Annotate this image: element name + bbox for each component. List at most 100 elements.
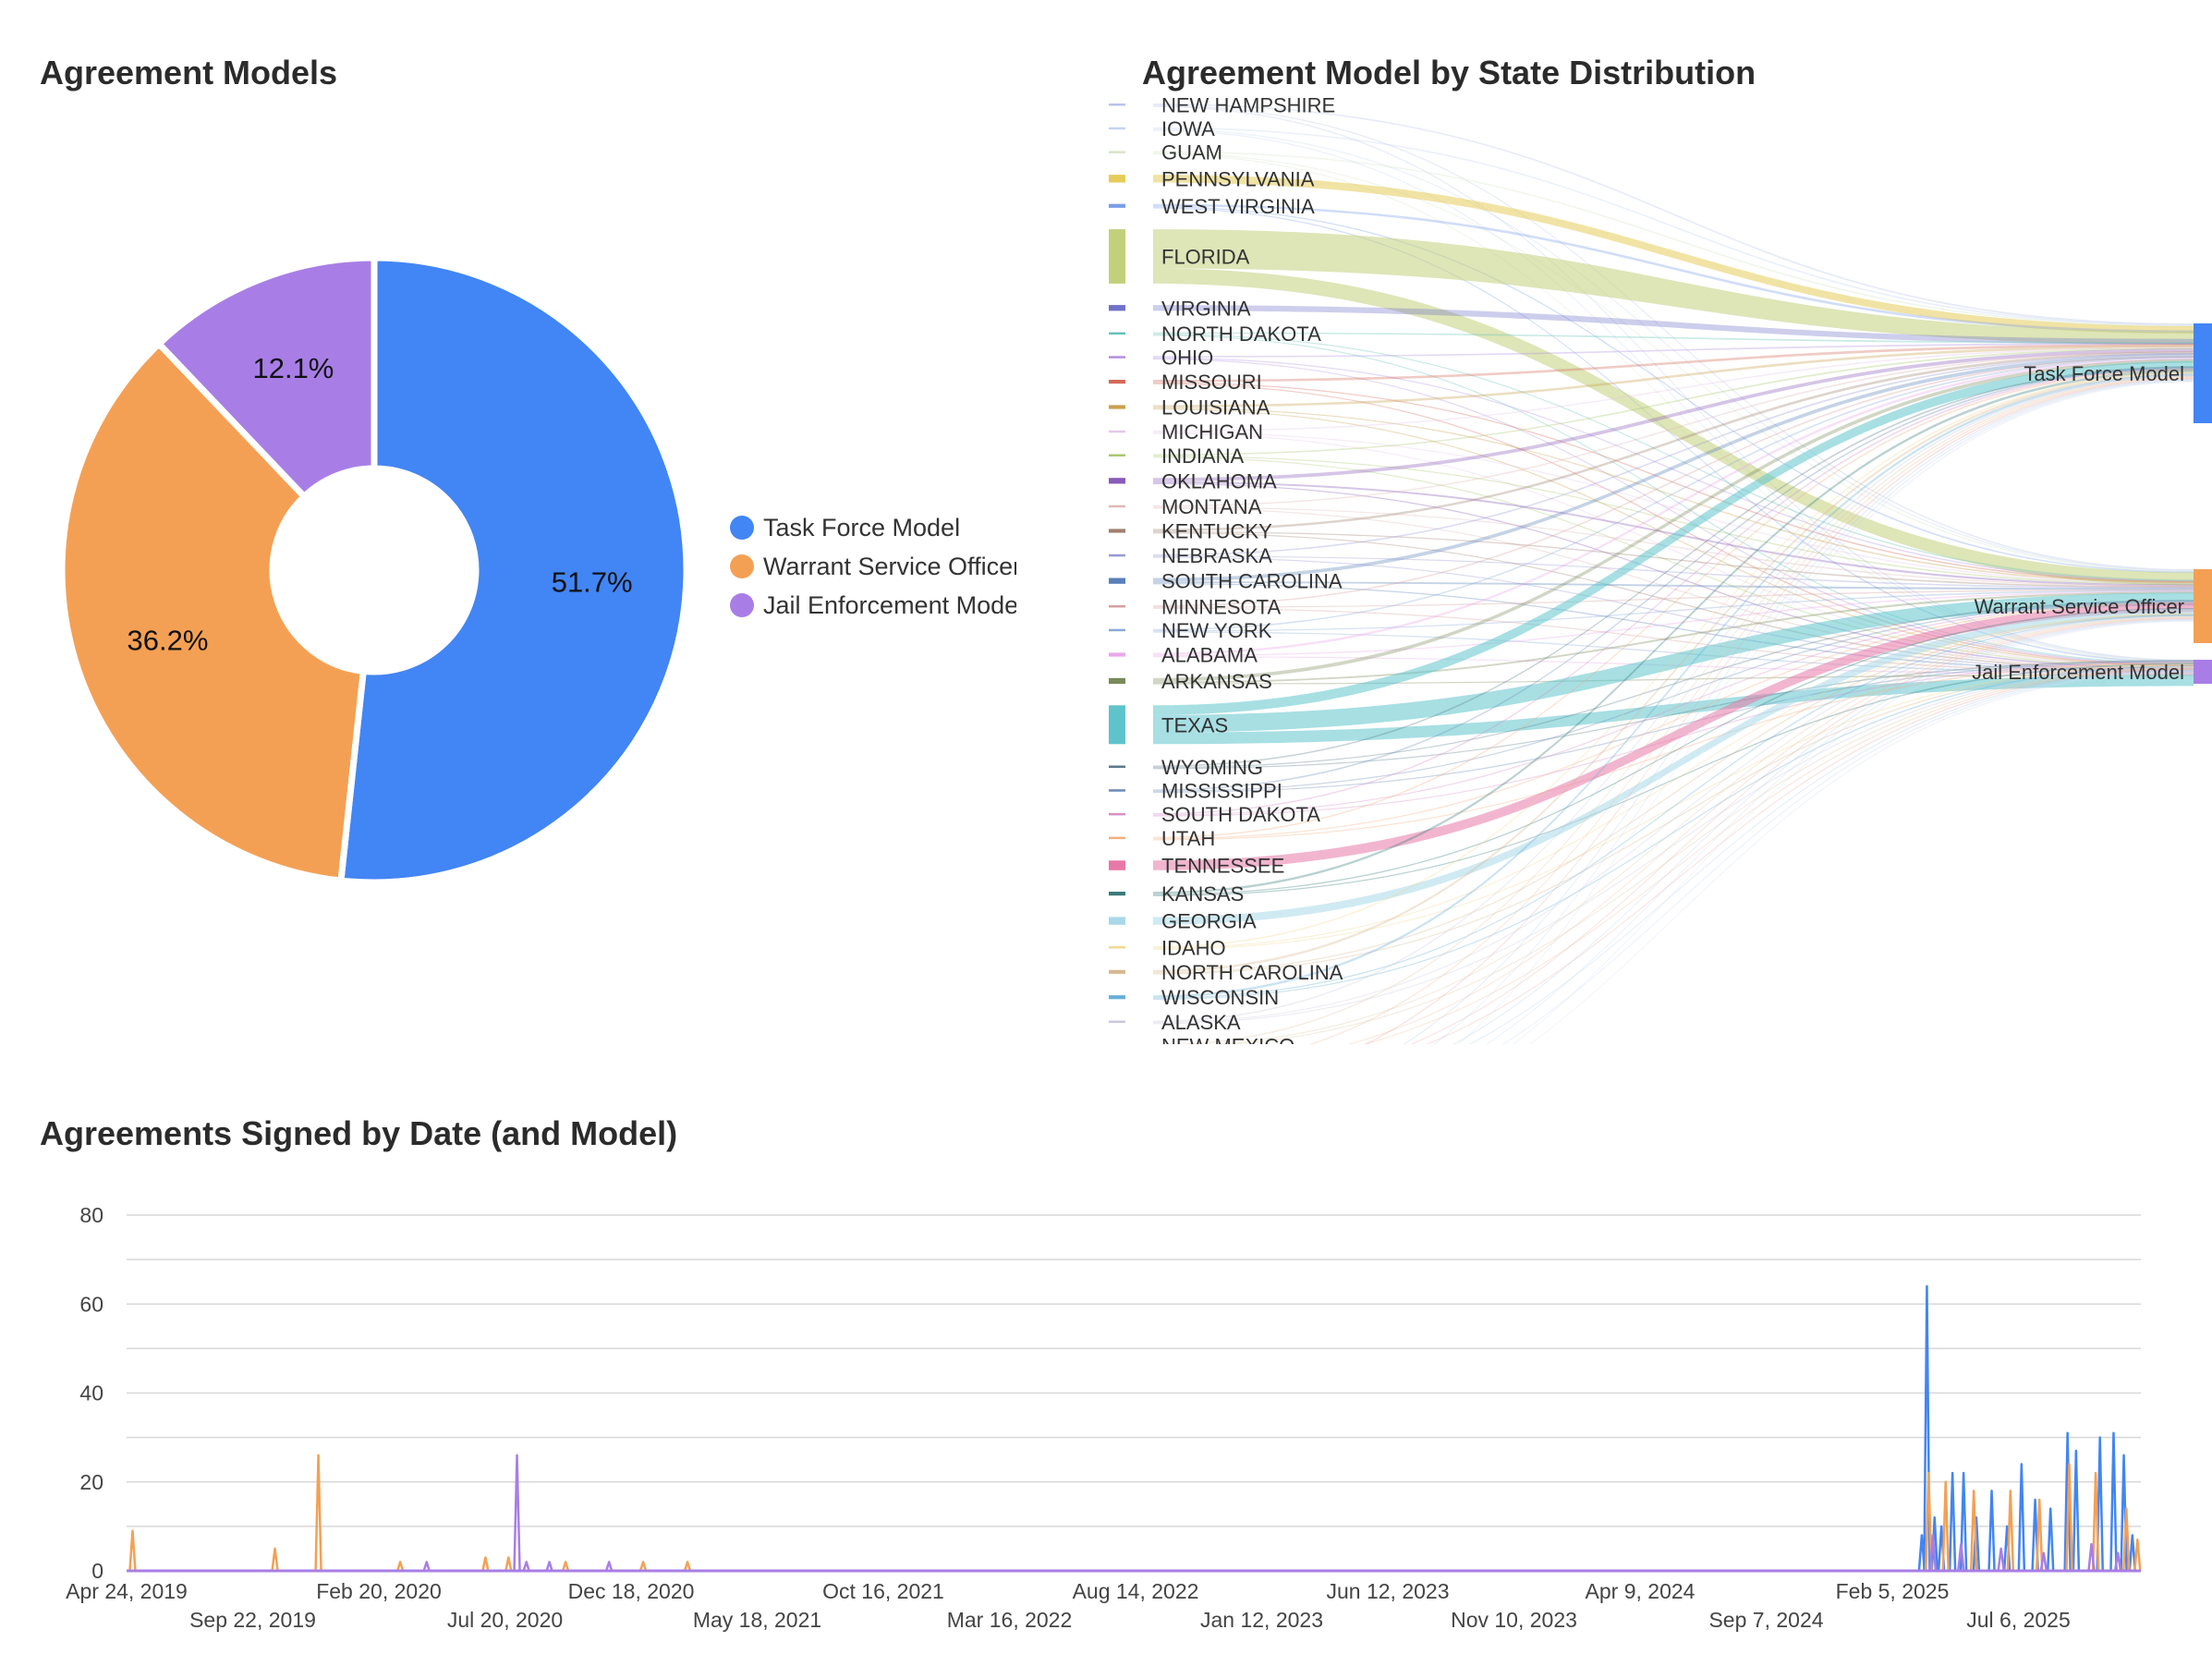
data-spike xyxy=(604,1561,614,1572)
sankey-target-node xyxy=(2194,660,2212,684)
state-label: GUAM xyxy=(1161,141,1222,164)
y-tick-label: 60 xyxy=(79,1292,103,1316)
data-spike xyxy=(2133,1538,2142,1572)
y-tick-label: 20 xyxy=(79,1470,103,1494)
sankey-flow xyxy=(1153,675,2194,745)
sankey-source-node xyxy=(1109,789,1125,792)
sankey-source-node xyxy=(1109,229,1125,284)
sankey-flow xyxy=(1153,600,2194,792)
sankey-flow xyxy=(1153,383,2194,666)
sankey-flow xyxy=(1153,175,2194,334)
sankey-flow xyxy=(1153,368,2194,815)
sankey-flow xyxy=(1153,348,2194,481)
state-label: VIRGINIA xyxy=(1161,297,1251,320)
sankey-flow xyxy=(1153,332,2194,344)
sankey-flow xyxy=(1153,268,2194,586)
sankey-source-node xyxy=(1109,529,1125,533)
task-force-color-swatch xyxy=(730,516,754,540)
data-spike xyxy=(2035,1498,2044,1572)
state-label: LOUISIANA xyxy=(1161,396,1270,420)
sankey-flow xyxy=(1153,663,2194,950)
data-spike xyxy=(1959,1471,1968,1572)
sankey-chart-title: Agreement Model by State Distribution xyxy=(1142,54,1756,91)
sankey-flow xyxy=(1153,555,2194,590)
state-label: KANSAS xyxy=(1161,882,1244,906)
sankey-flow xyxy=(1153,367,2194,791)
legend-item-warrant-service[interactable]: Warrant Service Officer xyxy=(730,547,1016,586)
data-spike xyxy=(1987,1490,1996,1572)
slice-value-label: 12.1% xyxy=(252,352,334,384)
y-tick-label: 80 xyxy=(79,1203,103,1227)
sankey-flow xyxy=(1153,674,2194,685)
state-label: MISSISSIPPI xyxy=(1161,779,1282,802)
sankey-flow xyxy=(1153,665,2194,1001)
sankey-flow xyxy=(1153,360,2194,715)
x-tick-label: Jan 12, 2023 xyxy=(1200,1608,1323,1632)
data-spike xyxy=(422,1561,431,1572)
sankey-source-node xyxy=(1109,454,1125,456)
sankey-flow xyxy=(1153,601,2194,816)
sankey-flow xyxy=(1153,334,2194,665)
x-tick-label: Jun 12, 2023 xyxy=(1326,1579,1449,1603)
donut-chart: 51.7% 36.2% 12.1% xyxy=(58,254,690,886)
sankey-source-node xyxy=(1109,127,1125,130)
y-tick-label: 0 xyxy=(91,1559,103,1583)
legend-item-jail-enforcement[interactable]: Jail Enforcement Model xyxy=(730,586,1016,625)
timeline-chart-title: Agreements Signed by Date (and Model) xyxy=(40,1114,678,1152)
data-spike xyxy=(2128,1534,2137,1572)
data-spike xyxy=(395,1561,405,1572)
x-tick-label: Feb 5, 2025 xyxy=(1836,1579,1950,1603)
sankey-flow xyxy=(1153,556,2194,672)
target-label: Warrant Service Officer xyxy=(1975,595,2184,618)
sankey-flow xyxy=(1153,305,2194,345)
sankey-flow xyxy=(1153,359,2194,682)
x-tick-label: Apr 24, 2019 xyxy=(66,1579,188,1603)
state-label: NEBRASKA xyxy=(1161,544,1272,567)
sankey-flow xyxy=(1153,370,2194,894)
data-spike xyxy=(522,1561,530,1572)
gridlines xyxy=(127,1214,2141,1572)
data-spike xyxy=(504,1556,513,1572)
state-label: OHIO xyxy=(1161,347,1213,370)
state-label: SOUTH CAROLINA xyxy=(1161,570,1343,593)
state-label: WISCONSIN xyxy=(1161,986,1279,1009)
sankey-source-node xyxy=(1109,892,1125,896)
sankey-flow xyxy=(1153,374,2194,1023)
data-spike xyxy=(1941,1480,1950,1572)
state-label: MICHIGAN xyxy=(1161,420,1263,444)
series-task-force-model xyxy=(127,1284,2141,1573)
sankey-flow xyxy=(1153,127,2194,326)
state-label: GEORGIA xyxy=(1161,910,1257,933)
sankey-flow xyxy=(1153,456,2194,586)
sankey-flow xyxy=(1153,129,2194,663)
state-label: OKLAHOMA xyxy=(1161,469,1277,493)
data-spike xyxy=(2122,1507,2131,1572)
data-spike xyxy=(1972,1516,1981,1572)
sankey-flow xyxy=(1153,482,2194,670)
y-tick-label: 40 xyxy=(79,1381,103,1405)
sankey-source-node xyxy=(1109,175,1125,183)
sankey-flow xyxy=(1153,151,2194,327)
donut-legend: Task Force Model Warrant Service Officer… xyxy=(730,508,1016,625)
legend-item-task-force[interactable]: Task Force Model xyxy=(730,508,1016,547)
donut-slice xyxy=(337,254,690,886)
data-spike xyxy=(1948,1471,1957,1572)
state-label: ALASKA xyxy=(1161,1011,1241,1034)
state-label: TENNESSEE xyxy=(1161,855,1284,878)
slice-value-label: 36.2% xyxy=(128,625,209,657)
sankey-flow xyxy=(1153,206,2194,574)
sankey-flow xyxy=(1153,602,2194,840)
data-spike xyxy=(683,1561,692,1572)
sankey-flow xyxy=(1153,591,2194,684)
sankey-flow xyxy=(1153,662,2194,841)
state-label: NORTH DAKOTA xyxy=(1161,322,1321,346)
sankey-flow xyxy=(1153,203,2194,334)
state-label: KENTUCKY xyxy=(1161,520,1272,543)
sankey-flow xyxy=(1153,602,2194,870)
state-label: ARKANSAS xyxy=(1161,670,1272,693)
sankey-source-node xyxy=(1109,605,1125,608)
sankey-flow xyxy=(1153,345,2194,407)
sankey-flow xyxy=(1153,334,2194,581)
data-spike xyxy=(2006,1490,2015,1572)
